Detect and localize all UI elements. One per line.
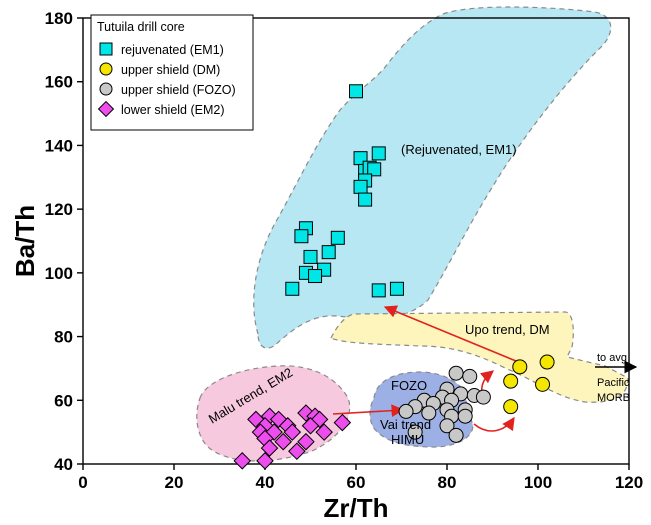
x-ticks: 0 20 40 60 80 100 120 [78, 464, 643, 492]
point-upper-shield-fozo [448, 427, 464, 443]
label-morb-2: Pacific [597, 377, 630, 389]
data-points [233, 84, 555, 470]
legend-marker-rejuvenated-em1 [99, 42, 113, 56]
point-rejuvenated-em1 [294, 229, 309, 244]
point-upper-shield-fozo [398, 403, 414, 419]
point-lower-shield-em2 [256, 452, 274, 470]
x-tick-label: 20 [165, 473, 184, 492]
point-lower-shield-em2 [301, 417, 320, 435]
point-lower-shield-em2 [283, 423, 302, 441]
legend-marker-lower-shield-em2 [97, 100, 115, 118]
point-rejuvenated-em1 [353, 179, 368, 194]
point-upper-shield-dm [512, 359, 528, 375]
point-upper-shield-dm [535, 376, 551, 392]
legend: Tutuila drill core rejuvenated (EM1) uppe… [90, 14, 254, 131]
point-rejuvenated-em1 [371, 146, 386, 161]
legend-marker-upper-shield-dm [99, 62, 113, 76]
x-tick-label: 120 [615, 473, 643, 492]
y-tick-label: 40 [54, 455, 73, 474]
label-upo-trend: Upo trend, DM [465, 322, 550, 337]
label-vai-trend: Vai trend [380, 417, 431, 432]
upo-trend-arrow [383, 305, 517, 362]
point-rejuvenated-em1 [371, 283, 386, 298]
point-rejuvenated-em1 [308, 269, 323, 284]
point-rejuvenated-em1 [303, 249, 318, 264]
point-lower-shield-em2 [333, 413, 352, 432]
x-tick-label: 100 [524, 473, 552, 492]
point-lower-shield-em2 [260, 439, 279, 457]
point-upper-shield-dm [503, 399, 519, 415]
y-axis-title: Ba/Th [10, 205, 40, 277]
x-tick-label: 40 [256, 473, 275, 492]
point-upper-shield-fozo [439, 418, 455, 434]
label-rejuvenated: (Rejuvenated, EM1) [401, 142, 517, 157]
point-rejuvenated-em1 [358, 192, 373, 207]
legend-title: Tutuila drill core [97, 20, 185, 34]
point-upper-shield-fozo [457, 408, 473, 424]
y-tick-label: 60 [54, 391, 73, 410]
label-himu: HIMU [391, 432, 424, 447]
legend-label-upper-shield-fozo: upper shield (FOZO) [121, 83, 236, 97]
y-tick-label: 100 [45, 264, 73, 283]
point-upper-shield-dm [539, 354, 555, 370]
legend-label-rejuvenated-em1: rejuvenated (EM1) [121, 43, 224, 57]
point-lower-shield-em2 [297, 432, 315, 451]
x-axis-title: Zr/Th [324, 493, 389, 523]
point-upper-shield-fozo [448, 365, 464, 381]
legend-label-upper-shield-dm: upper shield (DM) [121, 63, 220, 77]
fozo-to-dm-arrow-2 [473, 416, 515, 432]
point-rejuvenated-em1 [349, 84, 363, 99]
point-upper-shield-dm [503, 373, 519, 389]
label-fozo: FOZO [391, 378, 427, 393]
legend-items: rejuvenated (EM1) upper shield (DM) upper … [97, 42, 236, 118]
field-upo-dm [330, 311, 629, 403]
point-rejuvenated-em1 [330, 230, 345, 245]
y-tick-label: 160 [45, 73, 73, 92]
legend-label-lower-shield-em2: lower shield (EM2) [121, 103, 225, 117]
point-lower-shield-em2 [274, 432, 292, 451]
y-tick-label: 140 [45, 136, 73, 155]
point-rejuvenated-em1 [285, 281, 300, 296]
point-upper-shield-fozo [421, 405, 437, 421]
x-tick-label: 0 [78, 473, 87, 492]
field-rejuvenated-em1 [253, 6, 612, 349]
y-tick-label: 80 [54, 328, 73, 347]
x-tick-label: 80 [438, 473, 457, 492]
label-morb-3: MORB [597, 392, 630, 404]
y-ticks: 40 60 80 100 120 140 160 180 [45, 9, 83, 474]
point-lower-shield-em2 [233, 452, 252, 470]
axes: 0 20 40 60 80 100 120 40 60 80 100 120 140 160 180 Zr… [10, 9, 643, 523]
point-rejuvenated-em1 [321, 245, 336, 260]
label-morb-1: to avg [597, 352, 627, 364]
point-rejuvenated-em1 [389, 281, 404, 296]
point-lower-shield-em2 [315, 423, 333, 441]
legend-marker-upper-shield-fozo [99, 82, 113, 96]
point-upper-shield-fozo [475, 389, 491, 405]
malu-trend-arrow [332, 404, 405, 418]
y-tick-label: 180 [45, 9, 73, 28]
point-rejuvenated-em1 [367, 162, 382, 177]
point-upper-shield-fozo [462, 368, 478, 384]
x-tick-label: 60 [347, 473, 366, 492]
point-upper-shield-fozo [407, 424, 423, 440]
legend-box [90, 14, 254, 131]
point-lower-shield-em2 [288, 442, 306, 461]
y-tick-label: 120 [45, 200, 73, 219]
